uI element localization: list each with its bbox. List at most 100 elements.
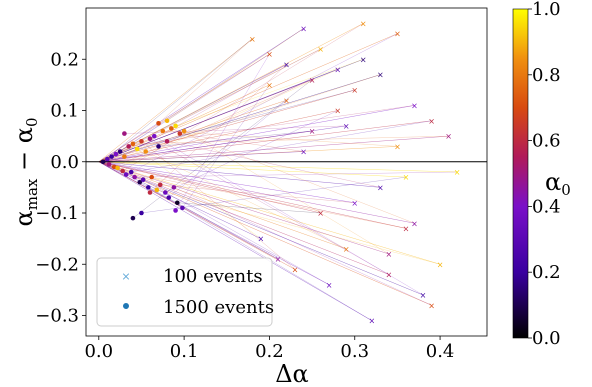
point-1500-events — [145, 185, 151, 190]
trajectory-line — [165, 110, 338, 193]
point-1500-events — [143, 149, 149, 154]
point-1500-events — [156, 144, 161, 149]
point-100-events: × — [334, 66, 341, 75]
point-1500-events — [173, 208, 178, 213]
trajectory-line — [175, 59, 364, 127]
trajectory-line — [149, 64, 287, 193]
point-1500-events — [120, 168, 125, 174]
x-tick-label: 0.4 — [426, 341, 455, 362]
trajectory-line — [98, 38, 253, 162]
point-1500-events — [139, 138, 144, 144]
y-tick-label: −0.3 — [35, 306, 79, 327]
trajectory-line — [98, 161, 415, 224]
colorbar-tick-label: 0.0 — [532, 328, 561, 349]
point-1500-events — [115, 165, 120, 171]
trajectory-line — [98, 48, 321, 162]
point-1500-events — [109, 154, 114, 159]
trajectory-line — [98, 151, 304, 162]
point-100-events: × — [445, 132, 452, 141]
point-100-events: × — [283, 60, 290, 69]
y-axis-label-base: α — [10, 210, 38, 226]
trajectory-line — [98, 161, 330, 285]
trajectory-line — [98, 59, 364, 162]
point-100-events: × — [351, 199, 358, 208]
y-axis-label: αmax − α0 — [10, 118, 41, 227]
y-axis-label-base-2: α — [10, 127, 38, 143]
x-tick-label: 0.1 — [170, 341, 199, 362]
colorbar-gradient — [512, 8, 529, 339]
point-1500-events — [171, 185, 177, 190]
trajectory-line — [171, 128, 415, 224]
point-100-events: × — [343, 245, 350, 254]
trajectory-line — [179, 133, 304, 152]
trajectory-line — [141, 176, 406, 214]
point-100-events: × — [300, 25, 307, 34]
point-1500-events — [164, 138, 170, 144]
point-100-events: × — [334, 107, 341, 116]
trajectory-line — [107, 53, 270, 160]
trajectory-line — [111, 28, 304, 157]
trajectory-line — [162, 130, 398, 147]
trajectory-line — [98, 161, 389, 275]
trajectory-line — [167, 141, 381, 188]
x-tick-label: 0.3 — [340, 341, 369, 362]
trajectory-line — [128, 105, 415, 147]
trajectory-line — [98, 100, 287, 162]
point-1500-events — [180, 205, 185, 211]
trajectory-line — [98, 105, 415, 162]
point-1500-events — [147, 190, 153, 195]
trajectory-line — [98, 161, 372, 321]
colorbar-tick-label: 0.4 — [532, 196, 561, 217]
trajectory-line — [137, 148, 262, 239]
trajectory-line — [98, 161, 424, 296]
point-1500-events — [130, 215, 136, 221]
colorbar-tick-label: 0.6 — [532, 131, 561, 152]
trajectory-line — [156, 189, 441, 265]
trajectory-line — [98, 161, 432, 306]
trajectory-line — [98, 161, 458, 173]
trajectory-line — [98, 23, 364, 162]
point-100-events: × — [411, 101, 418, 110]
point-1500-events — [130, 141, 136, 147]
legend-marker-x: × — [121, 270, 130, 283]
point-100-events: × — [360, 55, 367, 64]
trajectory-line — [98, 28, 304, 162]
point-1500-events — [154, 187, 160, 193]
trajectory-line — [132, 135, 449, 145]
trajectory-line — [143, 179, 330, 285]
point-1500-events — [105, 156, 110, 162]
colorbar-label-base: α — [545, 168, 561, 196]
legend-label-100-events: 100 events — [163, 266, 263, 287]
colorbar-tick-label: 0.2 — [532, 262, 561, 283]
trajectory-line — [134, 171, 458, 178]
trajectory-line — [98, 89, 355, 162]
trajectory-line — [158, 130, 313, 147]
point-100-events: × — [377, 71, 384, 80]
trajectory-line — [126, 33, 398, 175]
trajectory-line — [175, 54, 270, 211]
point-100-events: × — [411, 219, 418, 228]
trajectory-line — [98, 53, 270, 162]
point-1500-events — [126, 144, 131, 149]
colorbar-ticks: 0.0 0.2 0.4 0.6 0.8 1.0 — [528, 0, 561, 349]
point-100-events: × — [309, 127, 316, 136]
trajectory-line — [98, 161, 381, 188]
point-1500-events — [117, 149, 123, 154]
point-100-events: × — [403, 173, 410, 182]
trajectory-line — [173, 187, 432, 306]
point-1500-events — [174, 200, 180, 206]
x-tick-label: 0.2 — [255, 341, 284, 362]
point-100-events: × — [258, 235, 265, 244]
point-100-events: × — [403, 224, 410, 233]
point-1500-events — [157, 182, 163, 188]
point-100-events: × — [394, 30, 401, 39]
point-1500-events — [140, 177, 146, 182]
point-100-events: × — [454, 168, 461, 177]
trajectory-line — [98, 161, 296, 270]
trajectory-line — [98, 161, 389, 255]
point-100-events: × — [360, 19, 367, 28]
point-1500-events — [177, 131, 183, 136]
trajectory-line — [98, 161, 321, 214]
colorbar: 0.0 0.2 0.4 0.6 0.8 1.0 α0 — [512, 0, 571, 349]
